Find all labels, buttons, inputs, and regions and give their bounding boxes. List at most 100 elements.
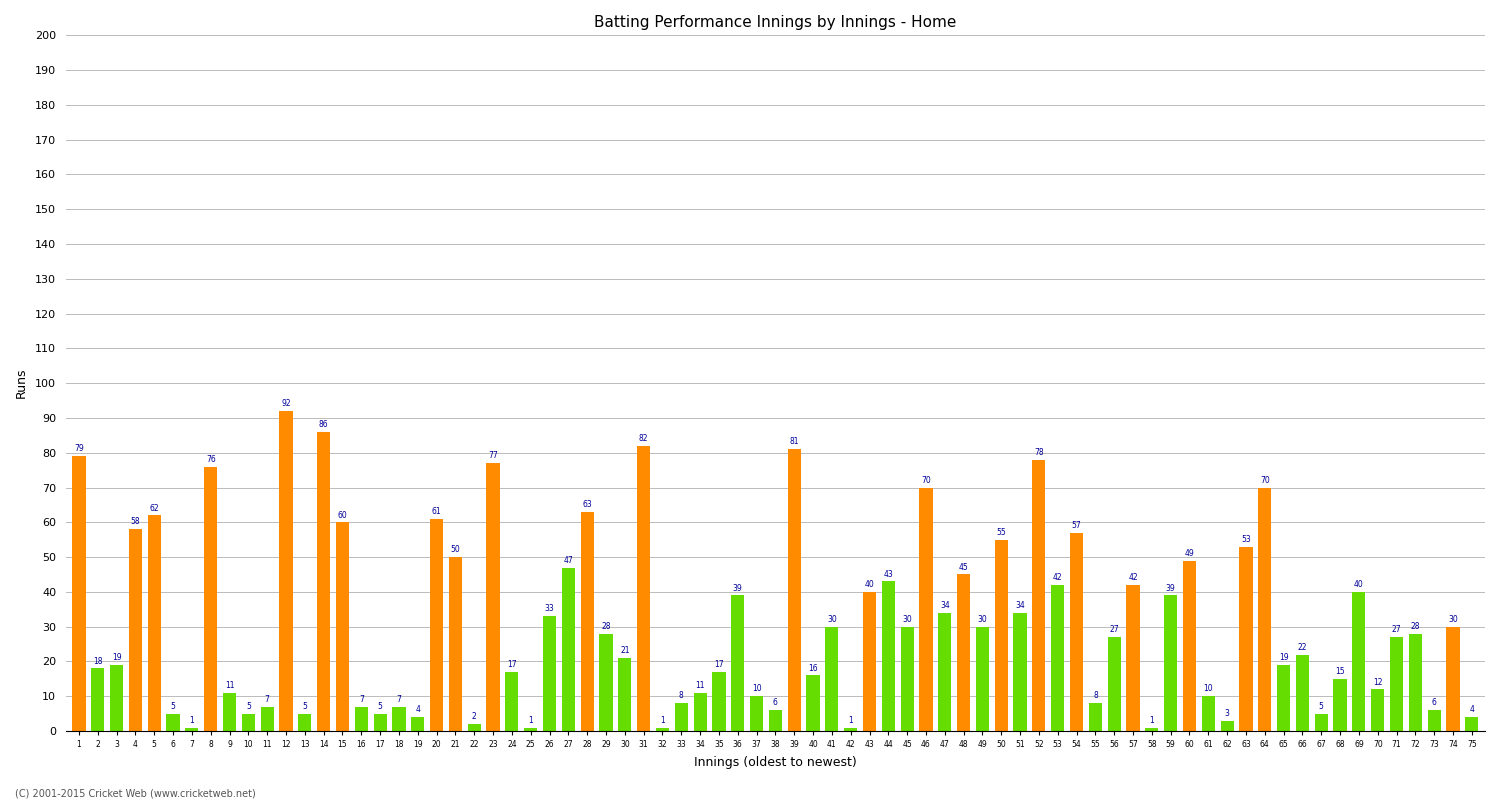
- Bar: [374, 714, 387, 731]
- Bar: [279, 411, 292, 731]
- Text: 6: 6: [772, 698, 778, 707]
- Text: 57: 57: [1071, 521, 1082, 530]
- Text: 7: 7: [396, 695, 402, 704]
- Text: 1: 1: [1149, 716, 1154, 725]
- Text: 1: 1: [189, 716, 195, 725]
- Text: 10: 10: [752, 685, 762, 694]
- Bar: [1184, 561, 1196, 731]
- Bar: [393, 706, 405, 731]
- Text: 5: 5: [1318, 702, 1323, 711]
- Text: 40: 40: [864, 580, 874, 589]
- Bar: [186, 727, 198, 731]
- Bar: [882, 582, 896, 731]
- Bar: [693, 693, 706, 731]
- Bar: [825, 626, 839, 731]
- Text: 92: 92: [280, 399, 291, 408]
- Text: 45: 45: [958, 562, 969, 572]
- Bar: [1353, 592, 1365, 731]
- Text: 40: 40: [1354, 580, 1364, 589]
- Text: 11: 11: [696, 681, 705, 690]
- Bar: [656, 727, 669, 731]
- Bar: [862, 592, 876, 731]
- Text: 16: 16: [808, 663, 818, 673]
- Text: 5: 5: [246, 702, 250, 711]
- Text: 22: 22: [1298, 642, 1306, 652]
- Text: 28: 28: [602, 622, 610, 631]
- Text: 4: 4: [1470, 706, 1474, 714]
- Bar: [166, 714, 180, 731]
- Text: 82: 82: [639, 434, 648, 443]
- Text: 5: 5: [171, 702, 176, 711]
- Text: 30: 30: [1448, 615, 1458, 624]
- Bar: [1428, 710, 1442, 731]
- Bar: [506, 672, 519, 731]
- Text: 77: 77: [488, 451, 498, 461]
- Bar: [72, 456, 86, 731]
- Text: 61: 61: [432, 507, 441, 516]
- Text: 1: 1: [849, 716, 853, 725]
- Bar: [1371, 690, 1384, 731]
- Bar: [1408, 634, 1422, 731]
- Bar: [1221, 721, 1233, 731]
- Bar: [1276, 665, 1290, 731]
- Text: 5: 5: [378, 702, 382, 711]
- Bar: [957, 574, 970, 731]
- Bar: [1032, 460, 1046, 731]
- Text: 8: 8: [680, 691, 684, 701]
- Text: 42: 42: [1053, 573, 1062, 582]
- Text: 34: 34: [940, 601, 950, 610]
- Text: 17: 17: [714, 660, 723, 669]
- Bar: [807, 675, 819, 731]
- Text: 60: 60: [338, 510, 348, 519]
- Bar: [675, 703, 688, 731]
- Text: 30: 30: [978, 615, 987, 624]
- Text: 12: 12: [1372, 678, 1383, 686]
- Text: 49: 49: [1185, 549, 1194, 558]
- Text: 39: 39: [734, 583, 742, 593]
- Bar: [750, 696, 764, 731]
- Bar: [430, 519, 442, 731]
- Bar: [261, 706, 274, 731]
- Text: 30: 30: [903, 615, 912, 624]
- Bar: [1014, 613, 1026, 731]
- Bar: [224, 693, 236, 731]
- Bar: [638, 446, 650, 731]
- Text: 19: 19: [112, 653, 122, 662]
- Bar: [1146, 727, 1158, 731]
- Bar: [1070, 533, 1083, 731]
- Bar: [316, 432, 330, 731]
- Text: 6: 6: [1431, 698, 1437, 707]
- Bar: [1296, 654, 1310, 731]
- Bar: [129, 530, 142, 731]
- Text: 53: 53: [1240, 535, 1251, 544]
- Text: 76: 76: [206, 455, 216, 464]
- Bar: [562, 567, 574, 731]
- Text: 19: 19: [1280, 653, 1288, 662]
- Text: 28: 28: [1410, 622, 1420, 631]
- Bar: [1107, 637, 1120, 731]
- Bar: [354, 706, 368, 731]
- Bar: [1164, 595, 1178, 731]
- Bar: [1089, 703, 1102, 731]
- Bar: [900, 626, 914, 731]
- Text: 5: 5: [303, 702, 307, 711]
- Text: 34: 34: [1016, 601, 1025, 610]
- Text: 1: 1: [660, 716, 664, 725]
- Bar: [994, 540, 1008, 731]
- Bar: [1202, 696, 1215, 731]
- Bar: [580, 512, 594, 731]
- Text: 81: 81: [789, 438, 800, 446]
- Bar: [1466, 717, 1479, 731]
- Text: 8: 8: [1094, 691, 1098, 701]
- Text: 33: 33: [544, 605, 555, 614]
- Text: 30: 30: [827, 615, 837, 624]
- Bar: [1314, 714, 1328, 731]
- Bar: [411, 717, 424, 731]
- Bar: [242, 714, 255, 731]
- Bar: [486, 463, 500, 731]
- Bar: [1446, 626, 1460, 731]
- Text: 43: 43: [884, 570, 892, 578]
- Text: (C) 2001-2015 Cricket Web (www.cricketweb.net): (C) 2001-2015 Cricket Web (www.cricketwe…: [15, 788, 255, 798]
- Text: 2: 2: [472, 712, 477, 722]
- Bar: [1239, 546, 1252, 731]
